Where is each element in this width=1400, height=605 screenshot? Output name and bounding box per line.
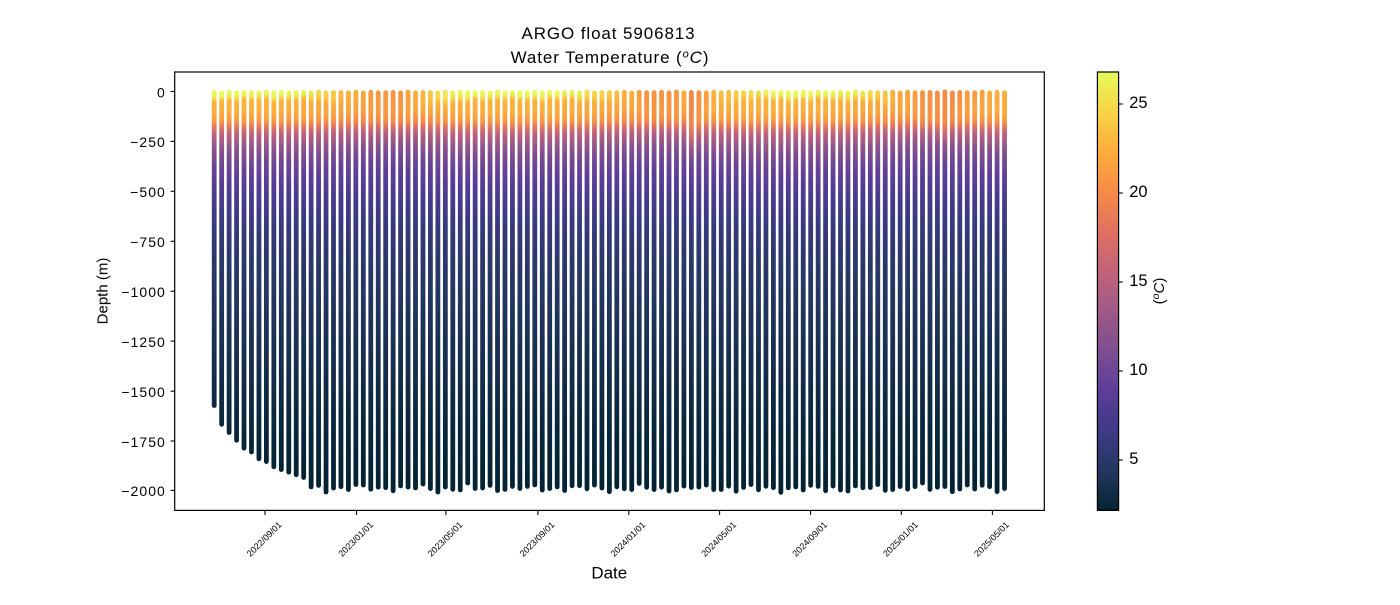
svg-text:−250: −250 — [130, 134, 166, 150]
svg-text:−1000: −1000 — [121, 284, 166, 300]
svg-text:−500: −500 — [130, 184, 166, 200]
svg-text:Date: Date — [591, 564, 627, 583]
svg-text:0: 0 — [157, 84, 166, 100]
svg-text:5: 5 — [1129, 450, 1138, 468]
svg-text:−1250: −1250 — [121, 334, 166, 350]
svg-text:10: 10 — [1129, 361, 1147, 379]
svg-text:25: 25 — [1129, 94, 1147, 112]
svg-text:−750: −750 — [130, 234, 166, 250]
svg-text:−1750: −1750 — [121, 434, 166, 450]
svg-text:20: 20 — [1129, 183, 1147, 201]
svg-text:15: 15 — [1129, 272, 1147, 290]
svg-text:(oC): (oC) — [1150, 278, 1168, 305]
svg-text:ARGO float 5906813: ARGO float 5906813 — [521, 24, 695, 43]
svg-text:Depth (m): Depth (m) — [95, 258, 112, 325]
svg-text:−2000: −2000 — [121, 483, 166, 499]
svg-text:Water Temperature (oC): Water Temperature (oC) — [511, 48, 710, 67]
svg-text:−1500: −1500 — [121, 384, 166, 400]
